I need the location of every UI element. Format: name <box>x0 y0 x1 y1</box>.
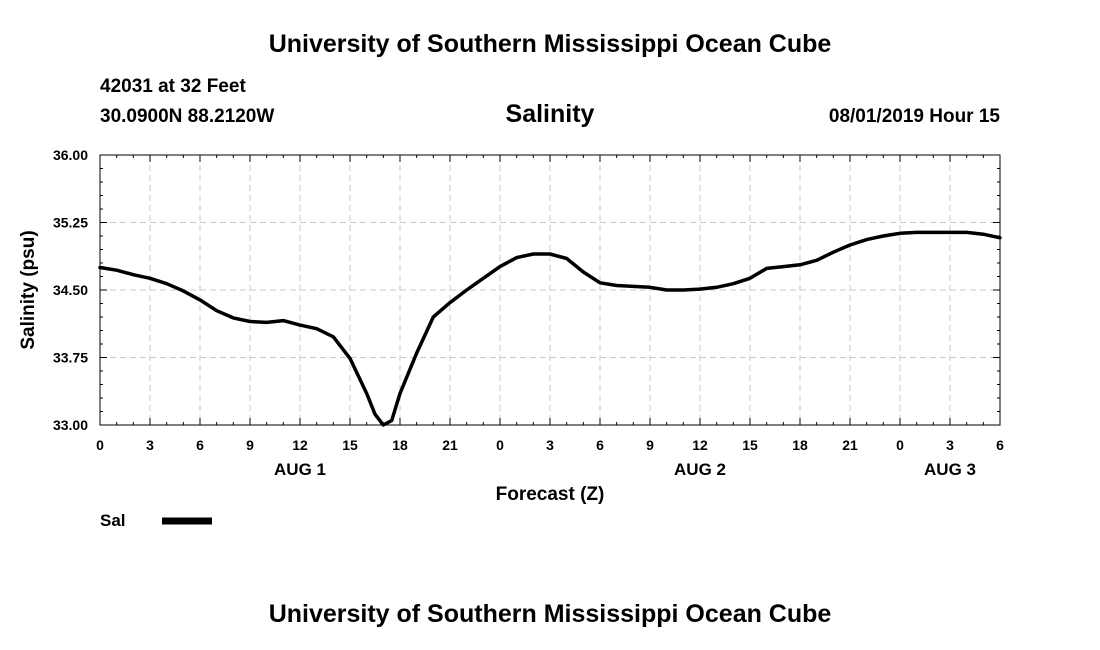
x-tick-label: 0 <box>96 437 104 453</box>
station-label: 42031 at 32 Feet <box>100 76 246 97</box>
chart-title-top: University of Southern Mississippi Ocean… <box>268 30 832 58</box>
x-tick-label: 0 <box>496 437 504 453</box>
x-tick-label: 0 <box>896 437 904 453</box>
variable-title: Salinity <box>505 100 595 128</box>
x-tick-label: 6 <box>196 437 204 453</box>
x-tick-label: 3 <box>146 437 154 453</box>
x-axis-title: Forecast (Z) <box>496 484 605 505</box>
y-tick-label: 36.00 <box>53 147 88 163</box>
x-tick-label: 18 <box>792 437 808 453</box>
x-tick-label: 18 <box>392 437 408 453</box>
y-tick-label: 33.75 <box>53 350 88 366</box>
x-tick-label: 15 <box>742 437 758 453</box>
y-tick-label: 34.50 <box>53 282 88 298</box>
x-tick-label: 21 <box>442 437 458 453</box>
x-tick-label: 6 <box>596 437 604 453</box>
y-axis-title: Salinity (psu) <box>18 230 39 349</box>
date-label: AUG 3 <box>924 460 976 479</box>
x-tick-label: 15 <box>342 437 358 453</box>
forecast-timestamp: 08/01/2019 Hour 15 <box>828 106 1000 127</box>
chart-title-bottom: University of Southern Mississippi Ocean… <box>268 600 832 628</box>
legend-label: Sal <box>100 511 126 530</box>
y-tick-label: 35.25 <box>53 215 88 231</box>
series-line-sal <box>98 230 1002 427</box>
x-tick-label: 9 <box>246 437 254 453</box>
x-tick-label: 6 <box>996 437 1004 453</box>
date-label: AUG 2 <box>674 460 726 479</box>
x-tick-label: 12 <box>292 437 308 453</box>
x-tick-label: 21 <box>842 437 858 453</box>
y-tick-label: 33.00 <box>53 417 88 433</box>
coordinates-label: 30.0900N 88.2120W <box>100 106 275 127</box>
x-tick-label: 3 <box>946 437 954 453</box>
date-label: AUG 1 <box>274 460 326 479</box>
x-tick-label: 12 <box>692 437 708 453</box>
x-tick-label: 9 <box>646 437 654 453</box>
x-tick-label: 3 <box>546 437 554 453</box>
